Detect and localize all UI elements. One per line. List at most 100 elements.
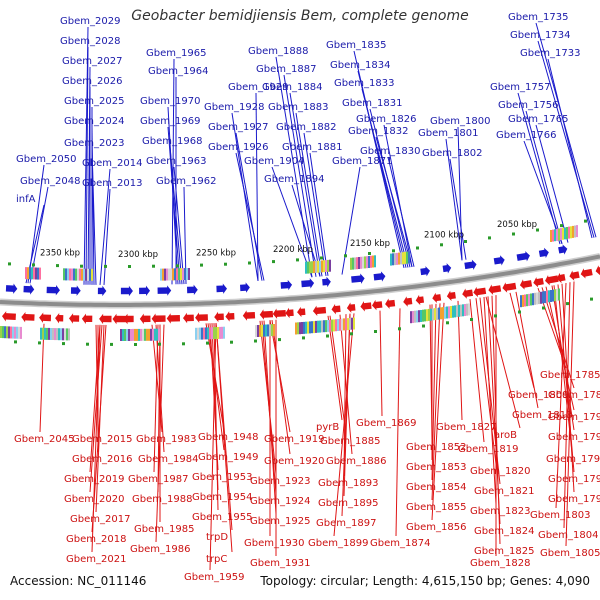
accession-text: Accession: NC_011146 (10, 574, 147, 588)
gene-category-band (168, 268, 170, 281)
scale-tick (128, 265, 131, 268)
label-connector-line (235, 132, 263, 281)
gene-category-band (420, 310, 422, 322)
reverse-gene-arrow (183, 312, 194, 324)
reverse-gene-arrow (214, 311, 224, 323)
scale-tick (8, 262, 11, 266)
label-connector-line (553, 285, 573, 453)
reverse-gene-arrow (139, 313, 151, 325)
label-connector-line (183, 186, 187, 285)
gene-category-band (174, 268, 176, 281)
gene-category-band (261, 324, 263, 337)
gene-label: Gbem_1803 (530, 510, 590, 521)
gene-category-band (142, 328, 144, 341)
gene-arrows (2, 244, 600, 325)
reverse-gene-arrow (225, 311, 235, 322)
gene-category-band (44, 327, 46, 340)
label-connector-line (329, 315, 347, 435)
gene-category-band (408, 251, 410, 264)
label-connector-line (275, 56, 313, 278)
scale-tick (446, 321, 449, 325)
label-connector-line (431, 303, 437, 481)
gene-category-band (8, 326, 10, 339)
gene-category-band (454, 305, 456, 318)
reverse-gene-arrow (285, 307, 294, 319)
gene-category-band (223, 326, 225, 339)
gene-category-band (422, 309, 424, 322)
gene-category-band (54, 328, 56, 341)
gene-category-band (67, 268, 69, 281)
gene-category-band (138, 328, 140, 341)
label-connector-line (445, 138, 463, 261)
reverse-gene-arrow (488, 284, 502, 295)
gene-category-band (319, 260, 321, 273)
gene-category-band (269, 324, 271, 337)
reverse-gene-arrow (195, 312, 208, 323)
reverse-gene-arrow (151, 313, 166, 324)
gene-category-band (558, 288, 560, 301)
gene-category-band (327, 259, 329, 272)
gene-category-band (556, 288, 558, 301)
gene-category-band (428, 308, 430, 321)
gene-category-band (325, 260, 327, 273)
gene-label: Gbem_1823 (470, 506, 530, 517)
gene-label: Gbem_1895 (318, 498, 378, 509)
gene-label: Gbem_1785 (540, 370, 600, 381)
scale-tick (86, 342, 89, 346)
gene-label: Gbem_1821 (474, 486, 534, 497)
scale-tick (566, 302, 569, 306)
gene-label: Gbem_1883 (268, 102, 328, 113)
gene-label: Gbem_1953 (192, 472, 252, 483)
ruler-label: 2100 kbp (424, 230, 464, 240)
gene-label: Gbem_1893 (318, 478, 378, 489)
gene-label: Gbem_1733 (520, 48, 580, 59)
gene-label: Gbem_1802 (422, 148, 482, 159)
gene-category-band (263, 324, 265, 337)
gene-category-band (566, 227, 568, 239)
gene-category-band (372, 255, 374, 268)
label-connector-line (171, 58, 175, 285)
gene-label: Gbem_1787 (548, 390, 600, 401)
gene-category-band (548, 290, 550, 303)
label-connector-line (395, 308, 401, 537)
reverse-gene-arrow (462, 288, 474, 299)
label-connector-line (457, 126, 463, 261)
gene-label: Gbem_1904 (244, 156, 304, 167)
gene-category-band (438, 307, 440, 320)
label-connector-line (173, 166, 185, 285)
gene-label: Gbem_1798 (548, 474, 600, 485)
scale-tick (494, 314, 497, 318)
gene-category-band (452, 305, 454, 318)
forward-gene-arrow (5, 283, 18, 294)
gene-label: trpD (206, 532, 228, 543)
forward-gene-arrow (120, 285, 133, 297)
gene-category-band (66, 328, 68, 341)
gene-category-band (221, 326, 223, 339)
gene-category-band (442, 307, 444, 320)
scale-tick (230, 340, 233, 344)
scale-tick (542, 306, 545, 310)
gene-category-band (343, 318, 345, 331)
reverse-gene-arrow (346, 302, 356, 313)
gene-category-band (341, 318, 343, 331)
gene-category-band (184, 268, 186, 281)
gene-category-band (68, 328, 70, 341)
scale-tick (254, 339, 257, 343)
gene-category-band (42, 327, 44, 340)
label-connector-line (431, 303, 441, 501)
gene-category-band (532, 293, 534, 306)
gene-label: Gbem_2020 (64, 494, 124, 505)
reverse-gene-arrow (473, 286, 487, 298)
genome-backbone (0, 252, 600, 309)
scale-tick (518, 310, 521, 314)
gene-category-band (400, 252, 402, 265)
gene-category-band (307, 261, 309, 274)
gene-label: Gbem_2048 (20, 176, 80, 187)
scale-tick (470, 318, 473, 321)
reverse-gene-arrow (69, 313, 80, 324)
gene-category-band (572, 225, 574, 238)
gene-category-band (562, 227, 564, 240)
gene-category-band (46, 327, 48, 340)
gene-label: Gbem_1801 (418, 128, 478, 139)
gene-label: Gbem_1964 (148, 66, 208, 77)
